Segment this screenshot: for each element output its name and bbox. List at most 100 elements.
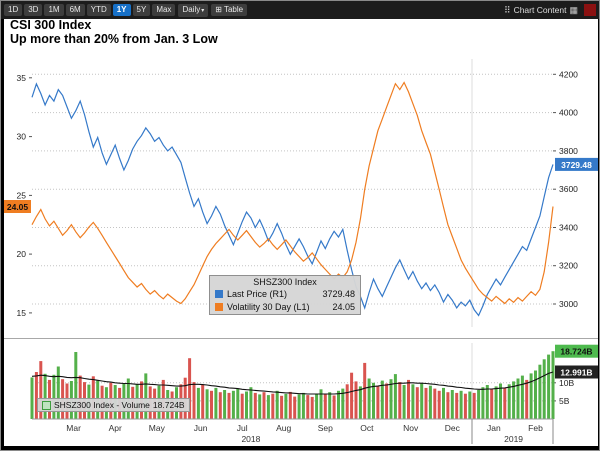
main-chart-svg: 4200 4000 3800 3600 3400 3200 3000 35 30 25 20 15 37… (4, 59, 598, 327)
volume-bar (358, 386, 362, 419)
table-button[interactable]: ⊞ Table (211, 4, 248, 16)
legend-label: Volatility 30 Day (L1) (227, 302, 310, 312)
volume-legend-value: 18.724B (152, 400, 185, 410)
x-axis-month-label: Sep (318, 423, 333, 433)
x-axis-month-label: Jan (487, 423, 501, 433)
legend-rows: Last Price (R1) 3729.48 Volatility 30 Day … (210, 288, 360, 314)
volume-bar (407, 379, 410, 419)
period-button-5y[interactable]: 5Y (132, 4, 151, 16)
volume-bar (196, 387, 200, 419)
volume-bar (231, 390, 235, 419)
volume-bar (525, 379, 529, 419)
price-badge-text: 3729.48 (561, 160, 592, 170)
right-axis-label: 4000 (559, 108, 578, 118)
volume-bar (442, 387, 445, 419)
x-axis-month-label: Nov (403, 423, 419, 433)
volume-bar (91, 376, 95, 419)
right-axis-label: 4200 (559, 69, 578, 79)
x-axis-year-label: 2019 (504, 434, 523, 444)
x-axis-month-label: Aug (276, 423, 291, 433)
volume-bar (367, 378, 371, 419)
volume-bar (223, 390, 227, 419)
close-block[interactable] (584, 4, 596, 16)
legend-value: 24.05 (332, 302, 355, 312)
panel-divider (4, 338, 598, 339)
period-button-1d[interactable]: 1D (4, 4, 23, 16)
volume-badge (555, 344, 598, 358)
volume-badge-text: 18.724B (560, 347, 592, 357)
chart-area: CSI 300 Index Up more than 20% from Jan.… (4, 18, 598, 446)
volume-bar (520, 375, 524, 419)
volume-bar (538, 364, 542, 419)
volume-ma-badge-text: 12.991B (560, 368, 592, 378)
chart-titles: CSI 300 Index Up more than 20% from Jan.… (10, 18, 218, 46)
period-button-max[interactable]: Max (152, 4, 176, 16)
volume-axis-label: 10B (559, 378, 574, 388)
volume-bar (485, 385, 489, 419)
volume-panel-svg: 5B 10B 18.724B 12.991B Mar Apr May Jun Jul Aug Sep… (30, 343, 598, 444)
left-axis-label: 25 (17, 190, 27, 200)
left-axis-label: 20 (17, 249, 27, 259)
volume-legend-label: SHSZ300 Index - Volume (54, 400, 150, 410)
volume-bar (52, 374, 56, 419)
volume-legend[interactable]: SHSZ300 Index - Volume 18.724B (37, 398, 190, 412)
volume-axis-label: 5B (559, 396, 570, 406)
volume-bar (477, 390, 481, 419)
x-axis-month-label: Jul (237, 423, 248, 433)
volume-bar (227, 392, 231, 419)
drag-handle-icon[interactable]: ⠿ (503, 4, 511, 15)
volume-bar (337, 390, 340, 419)
volatility-badge-text: 24.05 (7, 202, 29, 212)
volume-bar (205, 389, 209, 419)
volume-bar (315, 393, 319, 419)
volume-bar (363, 362, 367, 419)
table-icon: ⊞ (215, 5, 222, 14)
volume-bar (201, 385, 205, 419)
volume-bar (262, 392, 266, 419)
legend-swatch-icon (215, 303, 223, 311)
legend-row: Last Price (R1) 3729.48 (210, 288, 360, 301)
period-button-6m[interactable]: 6M (65, 4, 85, 16)
period-button-3d[interactable]: 3D (24, 4, 43, 16)
volume-bar (39, 361, 43, 419)
right-axis-label: 3000 (559, 299, 578, 309)
volume-bar (258, 394, 262, 419)
right-axis-label: 3200 (559, 261, 578, 271)
right-axis-label: 3600 (559, 184, 578, 194)
volume-bar (350, 372, 354, 419)
volume-bar (249, 387, 253, 419)
volume-bar (74, 352, 78, 419)
x-axis-month-label: Dec (445, 423, 461, 433)
volume-bar (214, 387, 218, 419)
volume-bar (56, 366, 60, 419)
volume-bar (188, 358, 192, 419)
x-axis-month-label: May (149, 423, 166, 433)
volume-bar (490, 389, 494, 419)
volume-bar (332, 395, 336, 419)
period-button-1y[interactable]: 1Y (112, 4, 131, 16)
x-axis-year-label: 2018 (241, 434, 260, 444)
table-label: Table (223, 5, 244, 14)
volume-bar (280, 395, 284, 419)
frequency-dropdown[interactable]: Daily▾ (178, 3, 209, 17)
panel-icon[interactable]: ▦ (569, 4, 578, 15)
period-buttons: 1D 3D 1M 6M YTD 1Y 5Y Max (4, 4, 176, 16)
volume-bar (472, 392, 476, 419)
volume-bar (499, 383, 502, 419)
left-axis-label: 35 (17, 73, 27, 83)
legend-swatch-icon (215, 290, 223, 298)
volume-bar (534, 370, 537, 419)
volume-bar (398, 382, 402, 419)
volume-bar (481, 387, 485, 419)
period-button-1m[interactable]: 1M (44, 4, 64, 16)
volume-bar (424, 387, 428, 419)
volume-bar (253, 392, 257, 419)
volume-bar (455, 392, 459, 419)
period-button-ytd[interactable]: YTD (86, 4, 111, 16)
frequency-label: Daily (182, 4, 201, 14)
volume-bar (354, 381, 358, 419)
volume-bar (393, 374, 397, 419)
legend-header: SHSZ300 Index (253, 277, 317, 287)
x-axis-month-label: Apr (109, 423, 122, 433)
chart-content-label: Chart Content (513, 5, 567, 15)
